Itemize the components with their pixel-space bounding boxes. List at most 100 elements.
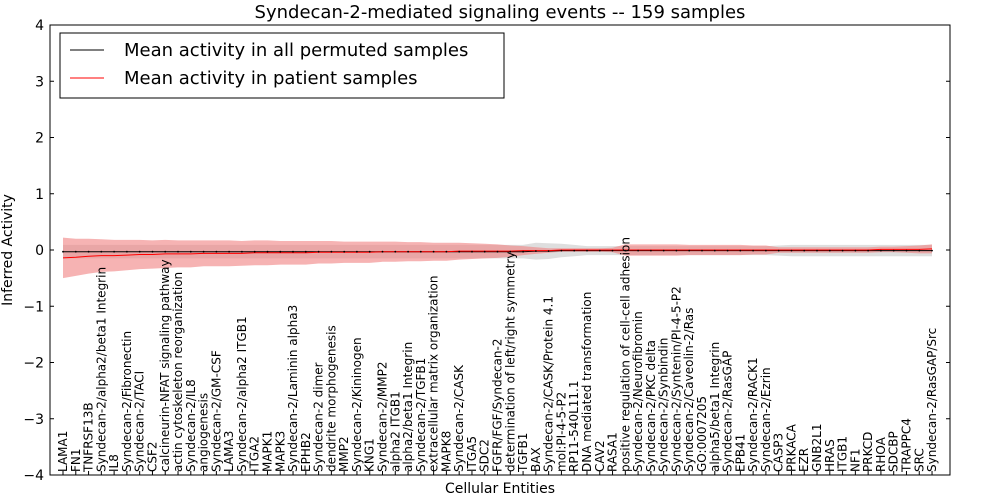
x-tick-label: MMP2	[337, 436, 351, 472]
permuted-point	[535, 250, 537, 253]
permuted-point	[522, 250, 524, 253]
patient-band	[63, 237, 932, 279]
y-tick-label: 1	[35, 187, 44, 203]
x-tick-label: Syndecan-2/GM-CSF	[209, 350, 223, 472]
x-tick-label: Syndecan-2/alpha2/beta1 Integrin	[94, 267, 108, 472]
x-tick-label: FGFR/FGF/Syndecan-2	[491, 339, 505, 472]
permuted-point	[496, 250, 499, 253]
x-tick-label: MAPK8	[439, 431, 453, 472]
x-tick-label: TNFRSF13B	[82, 402, 96, 473]
x-tick-label: LAMA3	[222, 431, 236, 472]
permuted-point	[892, 249, 895, 252]
x-tick-label: Syndecan-2/Caveolin-2/Ras	[682, 308, 696, 472]
x-tick-label: extracellular matrix organization	[427, 276, 441, 473]
x-tick-label: Syndecan-2/RACK1	[746, 357, 760, 472]
x-tick-label: angiogenesis	[197, 393, 211, 472]
x-tick-label: GNB2L1	[810, 424, 824, 472]
x-tick-label: alpha2/beta1 Integrin	[401, 342, 415, 472]
x-tick-label: Syndecan-2/Laminin alpha3	[286, 305, 300, 472]
permuted-point	[573, 249, 576, 252]
permuted-point	[662, 249, 665, 252]
x-axis	[62, 471, 933, 475]
permuted-point	[126, 250, 128, 253]
x-tick-label: mol:PI-4-5-P2	[554, 392, 568, 472]
x-tick-label: Syndecan-2/Synbindin	[657, 338, 671, 472]
permuted-point	[407, 250, 409, 253]
permuted-point	[202, 250, 205, 253]
permuted-point	[432, 250, 435, 253]
x-tick-label: positive regulation of cell-cell adhesio…	[618, 237, 632, 472]
permuted-point	[458, 250, 461, 253]
x-tick-label: BAX	[529, 447, 543, 472]
x-tick-label: Syndecan-2/alpha2 ITGB1	[235, 316, 249, 472]
y-tick-label: 3	[35, 74, 44, 90]
x-tick-label: Syndecan-2/Ezrin	[759, 367, 773, 472]
permuted-point	[368, 250, 371, 253]
bands-layer	[63, 237, 932, 279]
x-tick-label: ITGA5	[465, 436, 479, 472]
y-tick-label: −2	[23, 356, 44, 372]
y-axis-label: Inferred Activity	[0, 194, 16, 306]
x-tick-label: PRKACA	[785, 423, 799, 472]
permuted-point	[100, 250, 103, 253]
permuted-point	[164, 250, 167, 253]
permuted-point	[854, 249, 857, 252]
x-tick-label: Syndecan-2/TGFB1	[414, 358, 428, 472]
x-tick-label: alpha2 ITGB1	[388, 391, 402, 472]
x-tick-label: MAPK1	[261, 431, 275, 472]
y-tick-label: −1	[23, 299, 44, 315]
permuted-point	[790, 249, 793, 252]
permuted-point	[228, 250, 231, 253]
x-tick-label: ITGA2	[248, 436, 262, 472]
permuted-point	[637, 249, 639, 252]
permuted-point	[253, 250, 256, 253]
permuted-point	[445, 250, 448, 253]
x-tick-label: HRAS	[823, 439, 837, 472]
permuted-point	[611, 249, 614, 252]
permuted-point	[330, 250, 333, 253]
permuted-point	[509, 250, 512, 253]
x-tick-label: Syndecan-2/MMP2	[376, 362, 390, 472]
permuted-point	[918, 249, 921, 252]
legend-box	[59, 32, 505, 99]
x-tick-label: Syndecan-2/RasGAP/Src	[925, 328, 939, 472]
x-tick-label: Syndecan-2/CASK/Protein 4.1	[542, 296, 556, 472]
permuted-point	[765, 249, 767, 252]
permuted-point	[215, 250, 218, 253]
permuted-point	[241, 250, 243, 253]
permuted-point	[189, 250, 192, 253]
legend-label-patient: Mean activity in patient samples	[124, 68, 418, 89]
permuted-point	[867, 249, 869, 252]
x-tick-label: KNG1	[363, 438, 377, 472]
x-tick-label: RP11-540L11.1	[567, 381, 581, 472]
y-tick-label: −4	[23, 468, 44, 484]
x-tick-label: Syndecan-2/CASK	[452, 364, 466, 472]
permuted-point	[266, 250, 269, 253]
x-tick-label: SDCBP	[887, 431, 901, 472]
y-tick-label: 2	[35, 131, 44, 147]
permuted-point	[726, 249, 729, 252]
x-tick-label: Syndecan-2/Syntenin/PI-4-5-P2	[669, 286, 683, 472]
x-tick-label: CASP3	[772, 433, 786, 472]
permuted-point	[713, 249, 716, 252]
permuted-point	[87, 250, 90, 253]
permuted-point	[177, 250, 179, 253]
x-tick-label: Syndecan-2/IL8	[184, 379, 198, 472]
x-tick-label: alpha5/beta1 Integrin	[708, 342, 722, 472]
x-tick-label: SRC	[912, 448, 926, 472]
permuted-point	[74, 250, 77, 253]
permuted-point	[304, 250, 307, 253]
x-tick-label: Syndecan-2/RasGAP	[721, 351, 735, 472]
y-tick-label: 0	[35, 243, 44, 259]
permuted-point	[905, 249, 908, 252]
x-tick-label: TRAPPC4	[900, 418, 914, 473]
permuted-point	[931, 249, 933, 252]
permuted-point	[62, 250, 64, 253]
chart-title: Syndecan-2-mediated signaling events -- …	[255, 2, 746, 23]
x-tick-label: Syndecan-2/PKC delta	[644, 340, 658, 472]
legend-label-permuted: Mean activity in all permuted samples	[124, 40, 468, 61]
x-tick-label: RHOA	[874, 436, 888, 472]
x-tick-label: DNA mediated transformation	[580, 292, 594, 472]
category-labels: LAMA1FN1TNFRSF13BSyndecan-2/alpha2/beta1…	[56, 237, 939, 473]
